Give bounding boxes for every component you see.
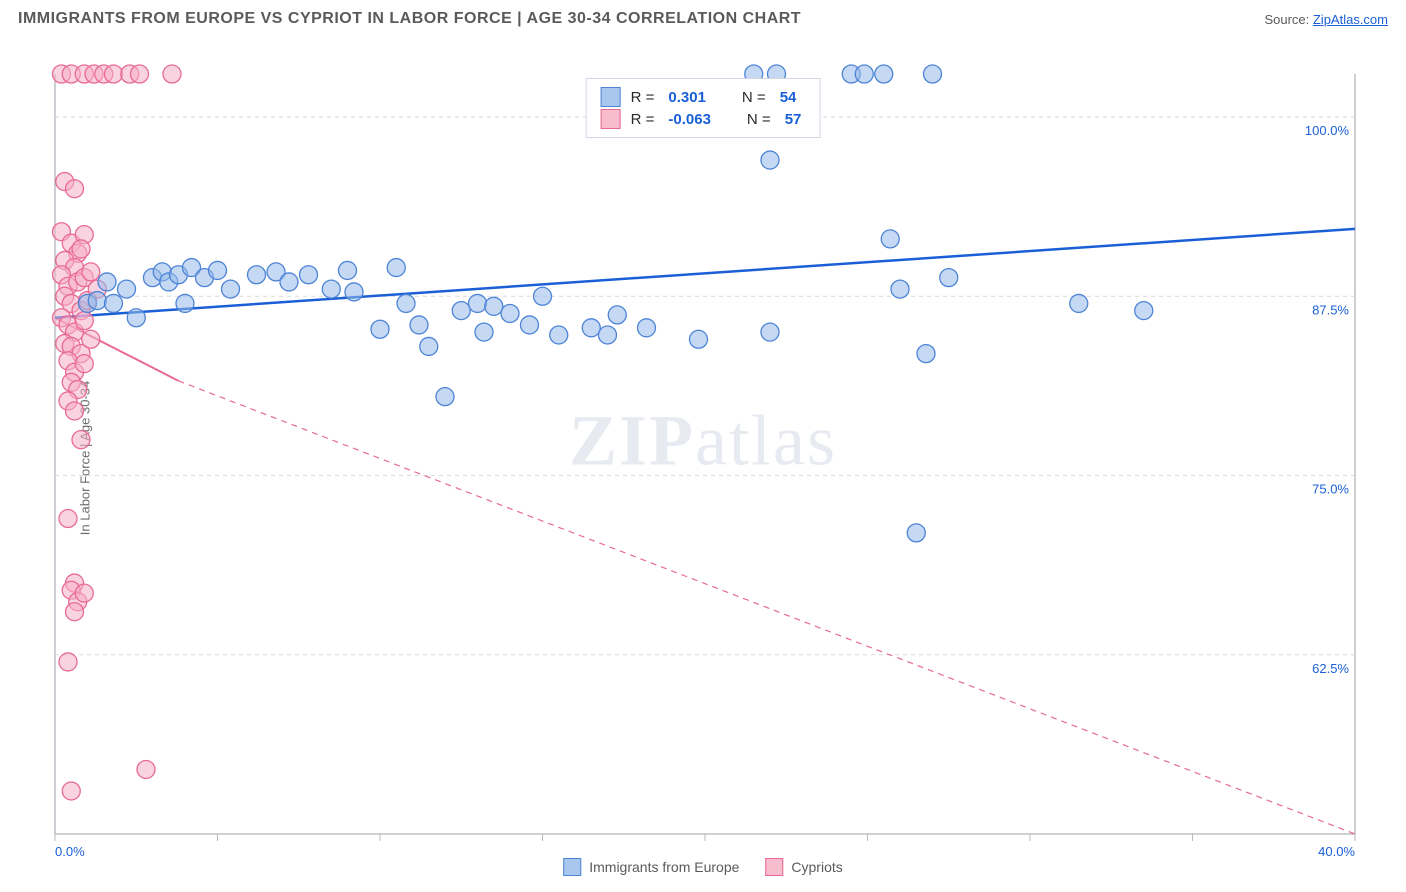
point-europe: [222, 280, 240, 298]
point-europe: [881, 230, 899, 248]
point-europe: [940, 269, 958, 287]
point-europe: [917, 345, 935, 363]
point-europe: [105, 294, 123, 312]
point-europe: [608, 306, 626, 324]
point-cypriot: [66, 402, 84, 420]
point-europe: [339, 261, 357, 279]
point-cypriot: [75, 355, 93, 373]
legend-r-label: R =: [631, 111, 655, 128]
point-europe: [469, 294, 487, 312]
scatter-plot: 62.5% 75.0% 87.5% 100.0% 0.0% 40.0%: [0, 34, 1406, 882]
chart-title: IMMIGRANTS FROM EUROPE VS CYPRIOT IN LAB…: [18, 10, 801, 28]
point-cypriot: [59, 653, 77, 671]
point-cypriot: [163, 65, 181, 83]
point-cypriot: [59, 510, 77, 528]
point-europe: [761, 323, 779, 341]
point-europe: [907, 524, 925, 542]
series-legend: Immigrants from Europe Cypriots: [563, 858, 843, 876]
point-cypriot: [82, 330, 100, 348]
point-europe: [397, 294, 415, 312]
point-cypriot: [131, 65, 149, 83]
legend-r-value: -0.063: [664, 111, 715, 128]
point-europe: [534, 287, 552, 305]
point-cypriot: [72, 240, 90, 258]
point-europe: [436, 388, 454, 406]
point-europe: [855, 65, 873, 83]
source-attribution: Source: ZipAtlas.com: [1264, 12, 1388, 27]
point-cypriot: [66, 180, 84, 198]
point-europe: [387, 259, 405, 277]
correlation-legend: R = 0.301 N = 54 R = -0.063 N = 57: [586, 78, 821, 138]
legend-row-europe: R = 0.301 N = 54: [601, 87, 806, 107]
y-tick-label: 87.5%: [1312, 302, 1349, 317]
x-tick-label: 0.0%: [55, 844, 85, 859]
legend-n-value: 57: [781, 111, 806, 128]
legend-n-label: N =: [747, 111, 771, 128]
legend-r-label: R =: [631, 89, 655, 106]
point-europe: [127, 309, 145, 327]
point-cypriot: [75, 312, 93, 330]
point-europe: [300, 266, 318, 284]
point-europe: [924, 65, 942, 83]
legend-label: Cypriots: [791, 859, 842, 875]
x-tick-label: 40.0%: [1318, 844, 1355, 859]
source-link[interactable]: ZipAtlas.com: [1313, 12, 1388, 27]
point-europe: [475, 323, 493, 341]
point-europe: [521, 316, 539, 334]
point-europe: [98, 273, 116, 291]
y-tick-label: 75.0%: [1312, 482, 1349, 497]
point-europe: [452, 302, 470, 320]
point-cypriot: [75, 584, 93, 602]
point-europe: [485, 297, 503, 315]
point-cypriot: [137, 760, 155, 778]
point-cypriot: [82, 263, 100, 281]
point-cypriot: [66, 603, 84, 621]
legend-swatch: [765, 858, 783, 876]
point-europe: [690, 330, 708, 348]
point-europe: [582, 319, 600, 337]
y-tick-label: 62.5%: [1312, 661, 1349, 676]
point-europe: [1070, 294, 1088, 312]
point-europe: [176, 294, 194, 312]
legend-swatch: [563, 858, 581, 876]
legend-item: Immigrants from Europe: [563, 858, 739, 876]
source-prefix: Source:: [1264, 12, 1312, 27]
point-europe: [248, 266, 266, 284]
legend-swatch: [601, 87, 621, 107]
point-europe: [88, 292, 106, 310]
point-cypriot: [72, 431, 90, 449]
point-europe: [371, 320, 389, 338]
legend-n-value: 54: [776, 89, 801, 106]
point-europe: [599, 326, 617, 344]
point-europe: [761, 151, 779, 169]
point-europe: [875, 65, 893, 83]
legend-n-label: N =: [742, 89, 766, 106]
point-europe: [410, 316, 428, 334]
legend-label: Immigrants from Europe: [589, 859, 739, 875]
legend-r-value: 0.301: [664, 89, 710, 106]
point-europe: [501, 304, 519, 322]
trend-line-cypriot-dashed: [179, 381, 1356, 834]
point-europe: [118, 280, 136, 298]
legend-row-cypriot: R = -0.063 N = 57: [601, 109, 806, 129]
y-tick-label: 100.0%: [1305, 123, 1350, 138]
point-europe: [638, 319, 656, 337]
point-europe: [1135, 302, 1153, 320]
point-europe: [280, 273, 298, 291]
legend-swatch: [601, 109, 621, 129]
point-europe: [550, 326, 568, 344]
legend-item: Cypriots: [765, 858, 842, 876]
point-europe: [891, 280, 909, 298]
point-europe: [345, 283, 363, 301]
point-cypriot: [105, 65, 123, 83]
point-europe: [420, 337, 438, 355]
point-cypriot: [62, 782, 80, 800]
point-europe: [209, 261, 227, 279]
point-europe: [322, 280, 340, 298]
